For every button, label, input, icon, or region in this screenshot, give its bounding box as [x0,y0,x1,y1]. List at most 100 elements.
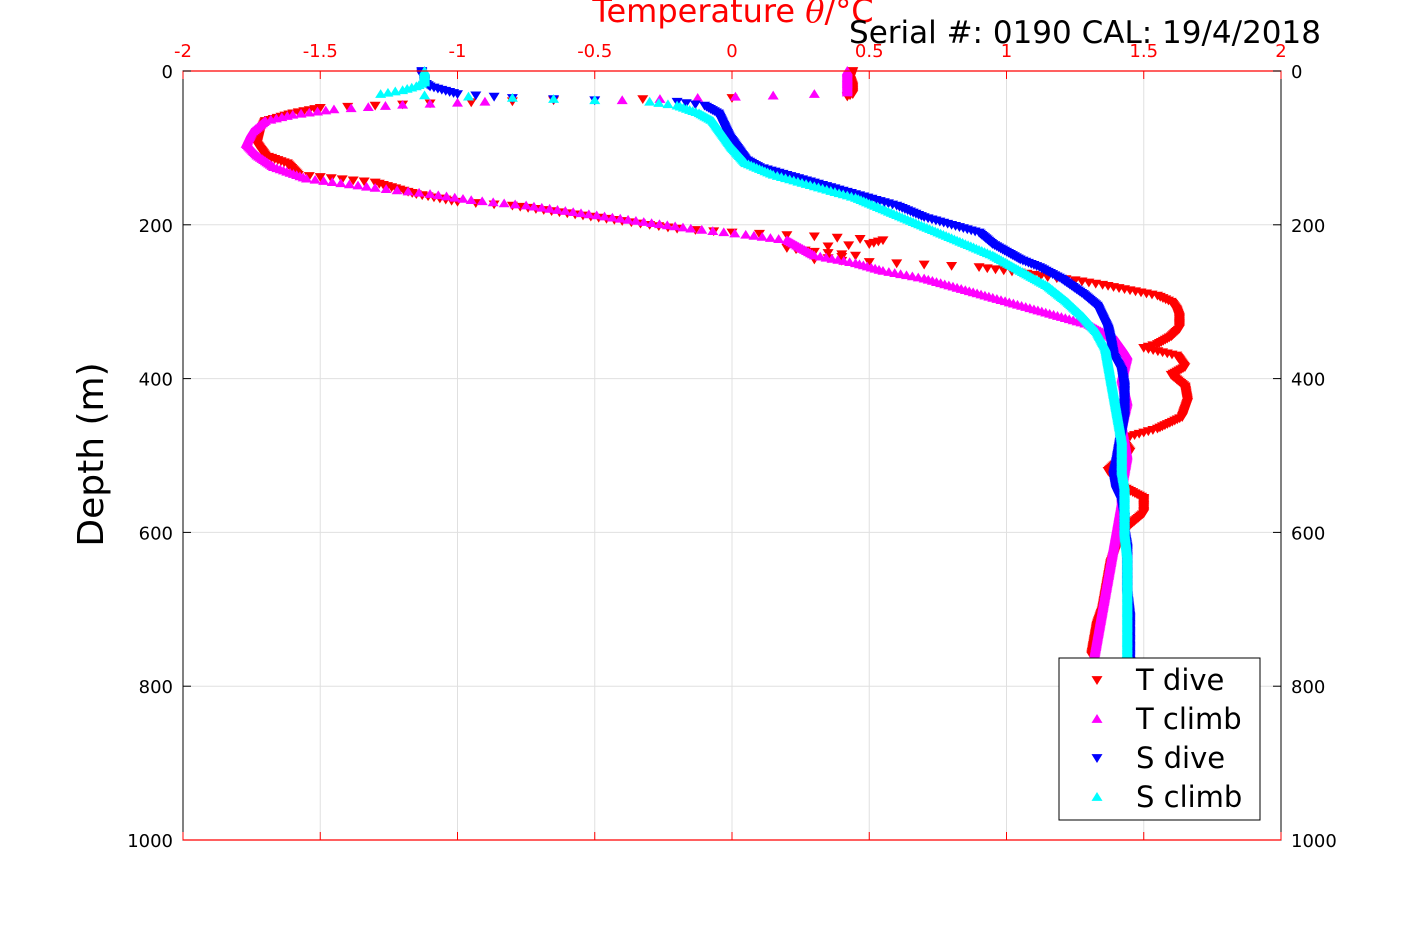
data-point [729,91,741,101]
data-point [680,99,692,108]
data-point [646,218,658,228]
data-point [413,187,425,197]
data-point [389,86,401,96]
data-point [295,108,307,118]
data-point [863,240,875,249]
data-point [487,197,499,207]
data-point [476,196,488,206]
data-marks [240,66,1194,669]
x-tick-label: -1.5 [303,41,338,62]
data-point [891,259,903,269]
data-point [637,95,649,105]
y-tick-label-left: 0 [162,62,173,83]
data-point [661,220,673,230]
data-point [479,96,491,106]
x-tick-label: 1 [1001,41,1012,62]
data-point [718,227,730,237]
data-point [692,92,704,102]
data-point [362,102,374,111]
data-point [312,106,324,116]
x-tick-label: 0.5 [855,41,884,62]
data-point [320,105,332,115]
x-tick-label: -1 [449,41,467,62]
data-point [606,212,618,222]
data-point [424,98,436,108]
data-point [397,99,409,109]
data-point [506,92,518,102]
data-point [432,190,444,200]
data-point [382,87,394,97]
data-point [402,186,414,196]
data-point [638,217,650,226]
data-point [918,260,930,270]
data-point [729,228,741,238]
legend-marker [1091,754,1103,763]
series-t-dive [251,67,1194,661]
y-tick-label-right: 400 [1291,370,1325,391]
legend-marker [1091,714,1103,723]
data-point [419,90,431,100]
data-point [696,224,708,234]
x-tick-label: -0.5 [577,41,612,62]
data-point [452,97,463,107]
y-tick-label-left: 400 [139,370,173,391]
data-point [748,230,760,240]
data-point [343,179,355,189]
series-s-dive [416,67,1136,669]
x-tick-label: -2 [174,41,192,62]
data-point [575,208,587,218]
data-point [391,185,403,195]
data-point [465,98,477,108]
data-point [567,207,579,217]
data-point [822,242,834,252]
data-point [653,219,665,229]
y-tick-label-right: 800 [1291,677,1325,698]
data-point [850,251,862,261]
data-point [599,211,611,221]
data-point [498,198,510,208]
data-point [551,205,563,214]
data-point [536,202,548,212]
data-point [981,264,993,274]
data-point [380,184,392,193]
data-point [457,194,469,203]
x-tick-label: 0 [726,41,737,62]
data-point [509,199,521,209]
data-point [303,107,315,117]
data-point [622,214,634,224]
y-tick-label-right: 0 [1291,62,1302,83]
y-tick-label-right: 1000 [1291,831,1337,852]
data-point [841,87,853,97]
data-point [488,92,500,102]
data-point [424,189,436,198]
data-point [548,94,560,103]
data-point [544,203,556,213]
data-point [375,89,387,98]
data-point [616,95,628,105]
data-point [644,96,656,106]
data-point [614,213,626,223]
y-tick-label-left: 200 [139,216,173,237]
data-point [740,229,752,239]
data-point [583,209,595,219]
data-point [449,192,461,202]
data-point [685,223,697,233]
data-point [808,232,820,242]
y-tick-label-left: 1000 [127,831,173,852]
data-point [369,101,381,111]
data-point [843,241,855,251]
data-point [653,98,665,107]
data-point [465,195,477,205]
series-t-climb [240,66,1133,660]
data-point [630,216,642,225]
legend-label: S dive [1136,741,1225,775]
data-point [452,90,463,100]
data-point [764,233,776,242]
data-point [379,101,391,110]
data-point [589,95,601,105]
y-axis-label: Depth (m) [71,362,112,546]
data-point [822,249,834,258]
data-point [336,175,348,185]
data-point [347,176,359,186]
